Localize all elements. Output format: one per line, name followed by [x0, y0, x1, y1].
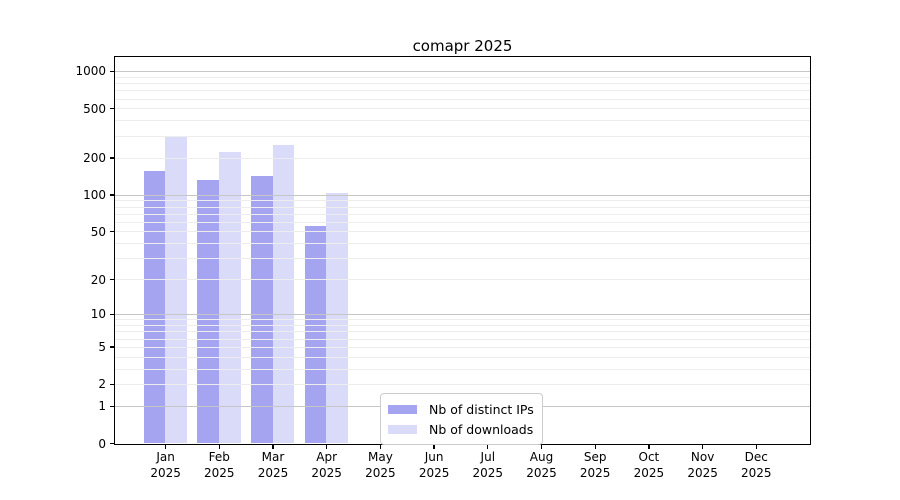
y-tick-mark-5: [110, 346, 114, 348]
legend-item-distinct-ips: Nb of distinct IPs: [388, 399, 534, 419]
x-tick-mark-jan: [164, 445, 167, 449]
y-tick-mark-200: [110, 157, 114, 159]
y-tick-label-100: 100: [83, 187, 106, 202]
x-tick-mark-nov: [701, 445, 704, 449]
y-tick-label-2: 2: [98, 377, 106, 392]
x-tick-label-jul: Jul 2025: [472, 450, 504, 480]
y-tick-label-1000: 1000: [75, 64, 106, 79]
x-tick-mark-oct: [648, 445, 650, 449]
legend-swatch-icon: [388, 404, 417, 414]
x-tick-label-jan: Jan 2025: [150, 450, 181, 480]
x-tick-label-aug: Aug 2025: [526, 450, 557, 480]
x-tick-label-may: May 2025: [365, 450, 396, 480]
legend-item-downloads: Nb of downloads: [388, 419, 534, 439]
gridline-800: [115, 83, 810, 85]
bar-jan-downloads: [165, 137, 187, 444]
gridline-300: [115, 135, 810, 137]
y-tick-label-200: 200: [83, 150, 106, 165]
bar-mar-distinct-ips: [251, 176, 273, 444]
gridline-1000: [115, 71, 810, 73]
y-tick-mark-2: [110, 383, 114, 386]
gridline-500: [115, 108, 810, 110]
legend-swatch-icon: [388, 424, 417, 434]
x-tick-mark-may: [379, 445, 382, 449]
legend: Nb of distinct IPs Nb of downloads: [380, 393, 543, 445]
legend-label: Nb of distinct IPs: [429, 401, 534, 417]
x-tick-label-nov: Nov 2025: [687, 450, 718, 480]
x-tick-mark-aug: [540, 445, 543, 449]
x-tick-mark-dec: [755, 445, 757, 449]
x-tick-mark-apr: [326, 445, 328, 449]
x-tick-label-jun: Jun 2025: [418, 450, 450, 480]
y-tick-mark-100: [110, 194, 114, 196]
bar-feb-downloads: [219, 152, 241, 444]
gridline-400: [115, 120, 810, 122]
x-tick-mark-mar: [272, 445, 274, 449]
x-tick-label-dec: Dec 2025: [741, 450, 772, 480]
bar-mar-downloads: [272, 145, 295, 444]
gridline-600: [115, 98, 810, 100]
x-tick-label-oct: Oct 2025: [633, 450, 665, 480]
y-tick-label-5: 5: [98, 340, 106, 355]
chart-title: comapr 2025: [412, 37, 513, 55]
y-tick-label-0: 0: [98, 436, 106, 451]
x-tick-mark-jun: [433, 445, 435, 449]
y-tick-mark-500: [110, 108, 114, 110]
x-tick-label-mar: Mar 2025: [257, 450, 289, 480]
y-tick-mark-0: [110, 443, 114, 445]
bar-jan-distinct-ips: [143, 171, 166, 444]
bar-apr-distinct-ips: [304, 226, 327, 444]
y-tick-mark-1: [110, 405, 114, 407]
x-tick-mark-feb: [218, 445, 220, 449]
bar-apr-downloads: [326, 192, 349, 444]
gridline-900: [115, 76, 810, 78]
y-tick-mark-20: [110, 278, 114, 281]
plot-area: Nb of distinct IPs Nb of downloads: [114, 56, 811, 445]
x-tick-label-feb: Feb 2025: [204, 450, 235, 480]
x-tick-label-sep: Sep 2025: [579, 450, 611, 480]
x-tick-label-apr: Apr 2025: [311, 450, 342, 480]
y-tick-label-500: 500: [83, 101, 106, 116]
y-tick-mark-1000: [110, 70, 114, 72]
x-tick-mark-sep: [594, 445, 596, 449]
bar-feb-distinct-ips: [197, 179, 219, 444]
y-tick-label-1: 1: [98, 399, 106, 414]
y-tick-label-20: 20: [90, 272, 106, 287]
y-tick-mark-50: [110, 231, 114, 233]
gridline-700: [115, 90, 810, 92]
y-tick-label-10: 10: [90, 307, 106, 322]
y-tick-mark-10: [110, 313, 114, 316]
x-tick-mark-jul: [487, 445, 489, 449]
y-tick-label-50: 50: [90, 224, 106, 239]
legend-label: Nb of downloads: [429, 421, 534, 437]
